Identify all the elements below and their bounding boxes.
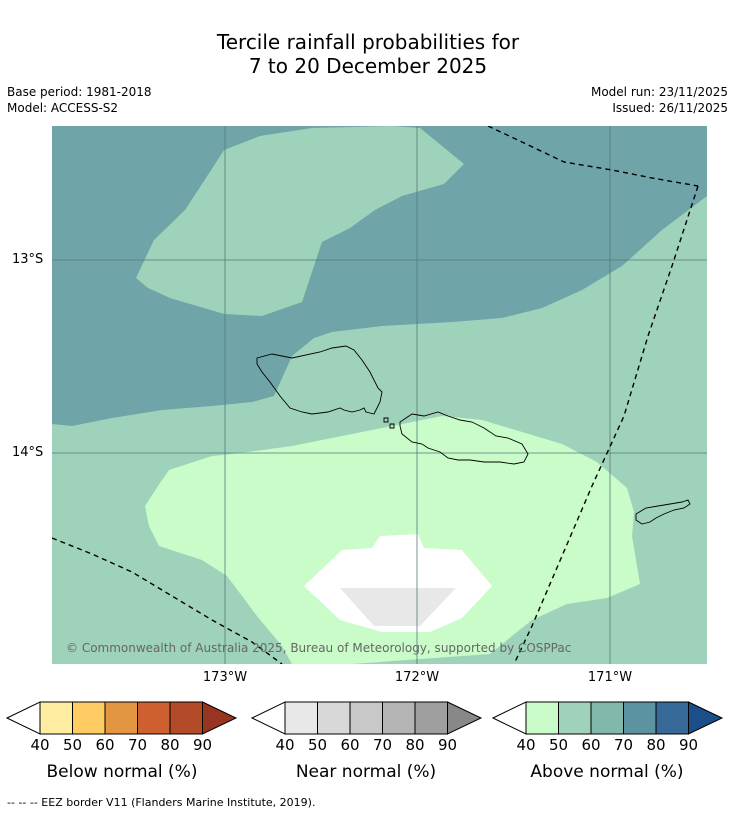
issued-date: Issued: 26/11/2025: [612, 101, 728, 115]
tick-near-40: 40: [275, 736, 295, 754]
colorbar-near-arrow-right: [447, 701, 483, 735]
zone-above-50-southwest: [52, 604, 130, 664]
colorbar-below-50: [72, 701, 106, 735]
tick-below-90: 90: [192, 736, 213, 754]
tick-near-50: 50: [307, 736, 328, 754]
tick-below-70: 70: [127, 736, 148, 754]
tick-near-90: 90: [437, 736, 458, 754]
tick-near-70: 70: [372, 736, 393, 754]
tick-near-60: 60: [340, 736, 360, 754]
tick-below-50: 50: [62, 736, 83, 754]
tick-above-50: 50: [548, 736, 569, 754]
lon-label-173w: 173°W: [202, 670, 248, 685]
colorbar-above-80: [655, 701, 689, 735]
manono-islet: [383, 417, 389, 423]
colorbar-title-near: Near normal (%): [295, 762, 437, 782]
eez-border-north: [487, 126, 699, 187]
title-line-1: Tercile rainfall probabilities for: [216, 30, 520, 54]
colorbar-near-80: [414, 701, 448, 735]
lon-label-171w: 171°W: [587, 670, 633, 685]
colorbar-below-40: [39, 701, 73, 735]
tick-below-60: 60: [95, 736, 115, 754]
tick-below-80: 80: [160, 736, 180, 754]
tick-above-60: 60: [581, 736, 601, 754]
graticule: [52, 126, 707, 664]
tick-below-40: 40: [30, 736, 50, 754]
base-period: Base period: 1981-2018: [7, 85, 152, 99]
lon-label-172w: 172°W: [394, 670, 440, 685]
lat-label-13s: 13°S: [12, 252, 44, 267]
apolima-islet: [389, 423, 395, 429]
tick-above-90: 90: [678, 736, 699, 754]
colorbar-above-60: [590, 701, 624, 735]
model-run: Model run: 23/11/2025: [590, 85, 728, 99]
tick-near-80: 80: [405, 736, 425, 754]
tick-above-80: 80: [646, 736, 666, 754]
colorbar-below-normal: [6, 701, 238, 735]
colorbar-near-normal: [251, 701, 483, 735]
meta-left: Base period: 1981-2018 Model: ACCESS-S2: [7, 84, 152, 116]
colorbar-below-80: [169, 701, 203, 735]
savaii-island: [256, 345, 383, 415]
colorbar-above-arrow-right: [688, 701, 724, 735]
zone-above-50-north: [136, 126, 464, 316]
meta-right: Model run: 23/11/2025 Issued: 26/11/2025: [591, 84, 728, 116]
colorbar-below-arrow-left: [6, 701, 41, 735]
colorbar-above-normal: [492, 701, 724, 735]
colorbar-above-70: [623, 701, 657, 735]
map-svg: [52, 126, 707, 664]
colorbar-below-70: [137, 701, 171, 735]
tick-above-70: 70: [613, 736, 634, 754]
colorbar-below-arrow-right: [202, 701, 238, 735]
zone-near-50: [340, 588, 456, 626]
eez-borders: [52, 126, 699, 664]
eez-border-east: [513, 185, 699, 664]
model-name: Model: ACCESS-S2: [7, 101, 119, 115]
map-area: [52, 126, 707, 664]
colorbar-title-above: Above normal (%): [530, 762, 684, 782]
eez-footnote: -- -- -- EEZ border V11 (Flanders Marine…: [7, 796, 316, 809]
colorbar-above-arrow-left: [492, 701, 527, 735]
colorbar-segments: [251, 701, 483, 735]
colorbar-near-50: [317, 701, 351, 735]
colorbar-segments: [6, 701, 238, 735]
colorbar-above-50: [558, 701, 592, 735]
copyright-notice: © Commonwealth of Australia 2025, Bureau…: [66, 641, 572, 655]
colorbar-above-40: [525, 701, 559, 735]
colorbar-below-60: [104, 701, 138, 735]
colorbar-segments: [492, 701, 724, 735]
colorbar-title-below: Below normal (%): [46, 762, 198, 782]
tutuila-island: [635, 499, 691, 525]
map-title: Tercile rainfall probabilities for 7 to …: [0, 30, 736, 78]
colorbar-near-40: [284, 701, 318, 735]
colorbar-near-60: [349, 701, 383, 735]
eez-border-southwest: [52, 537, 283, 664]
lat-label-14s: 14°S: [12, 445, 44, 460]
zone-near-40: [304, 534, 492, 632]
colorbar-near-arrow-left: [251, 701, 286, 735]
upolu-island: [399, 411, 529, 465]
title-line-2: 7 to 20 December 2025: [248, 54, 488, 78]
colorbar-near-70: [382, 701, 416, 735]
tick-above-40: 40: [516, 736, 536, 754]
islands: [256, 345, 691, 525]
